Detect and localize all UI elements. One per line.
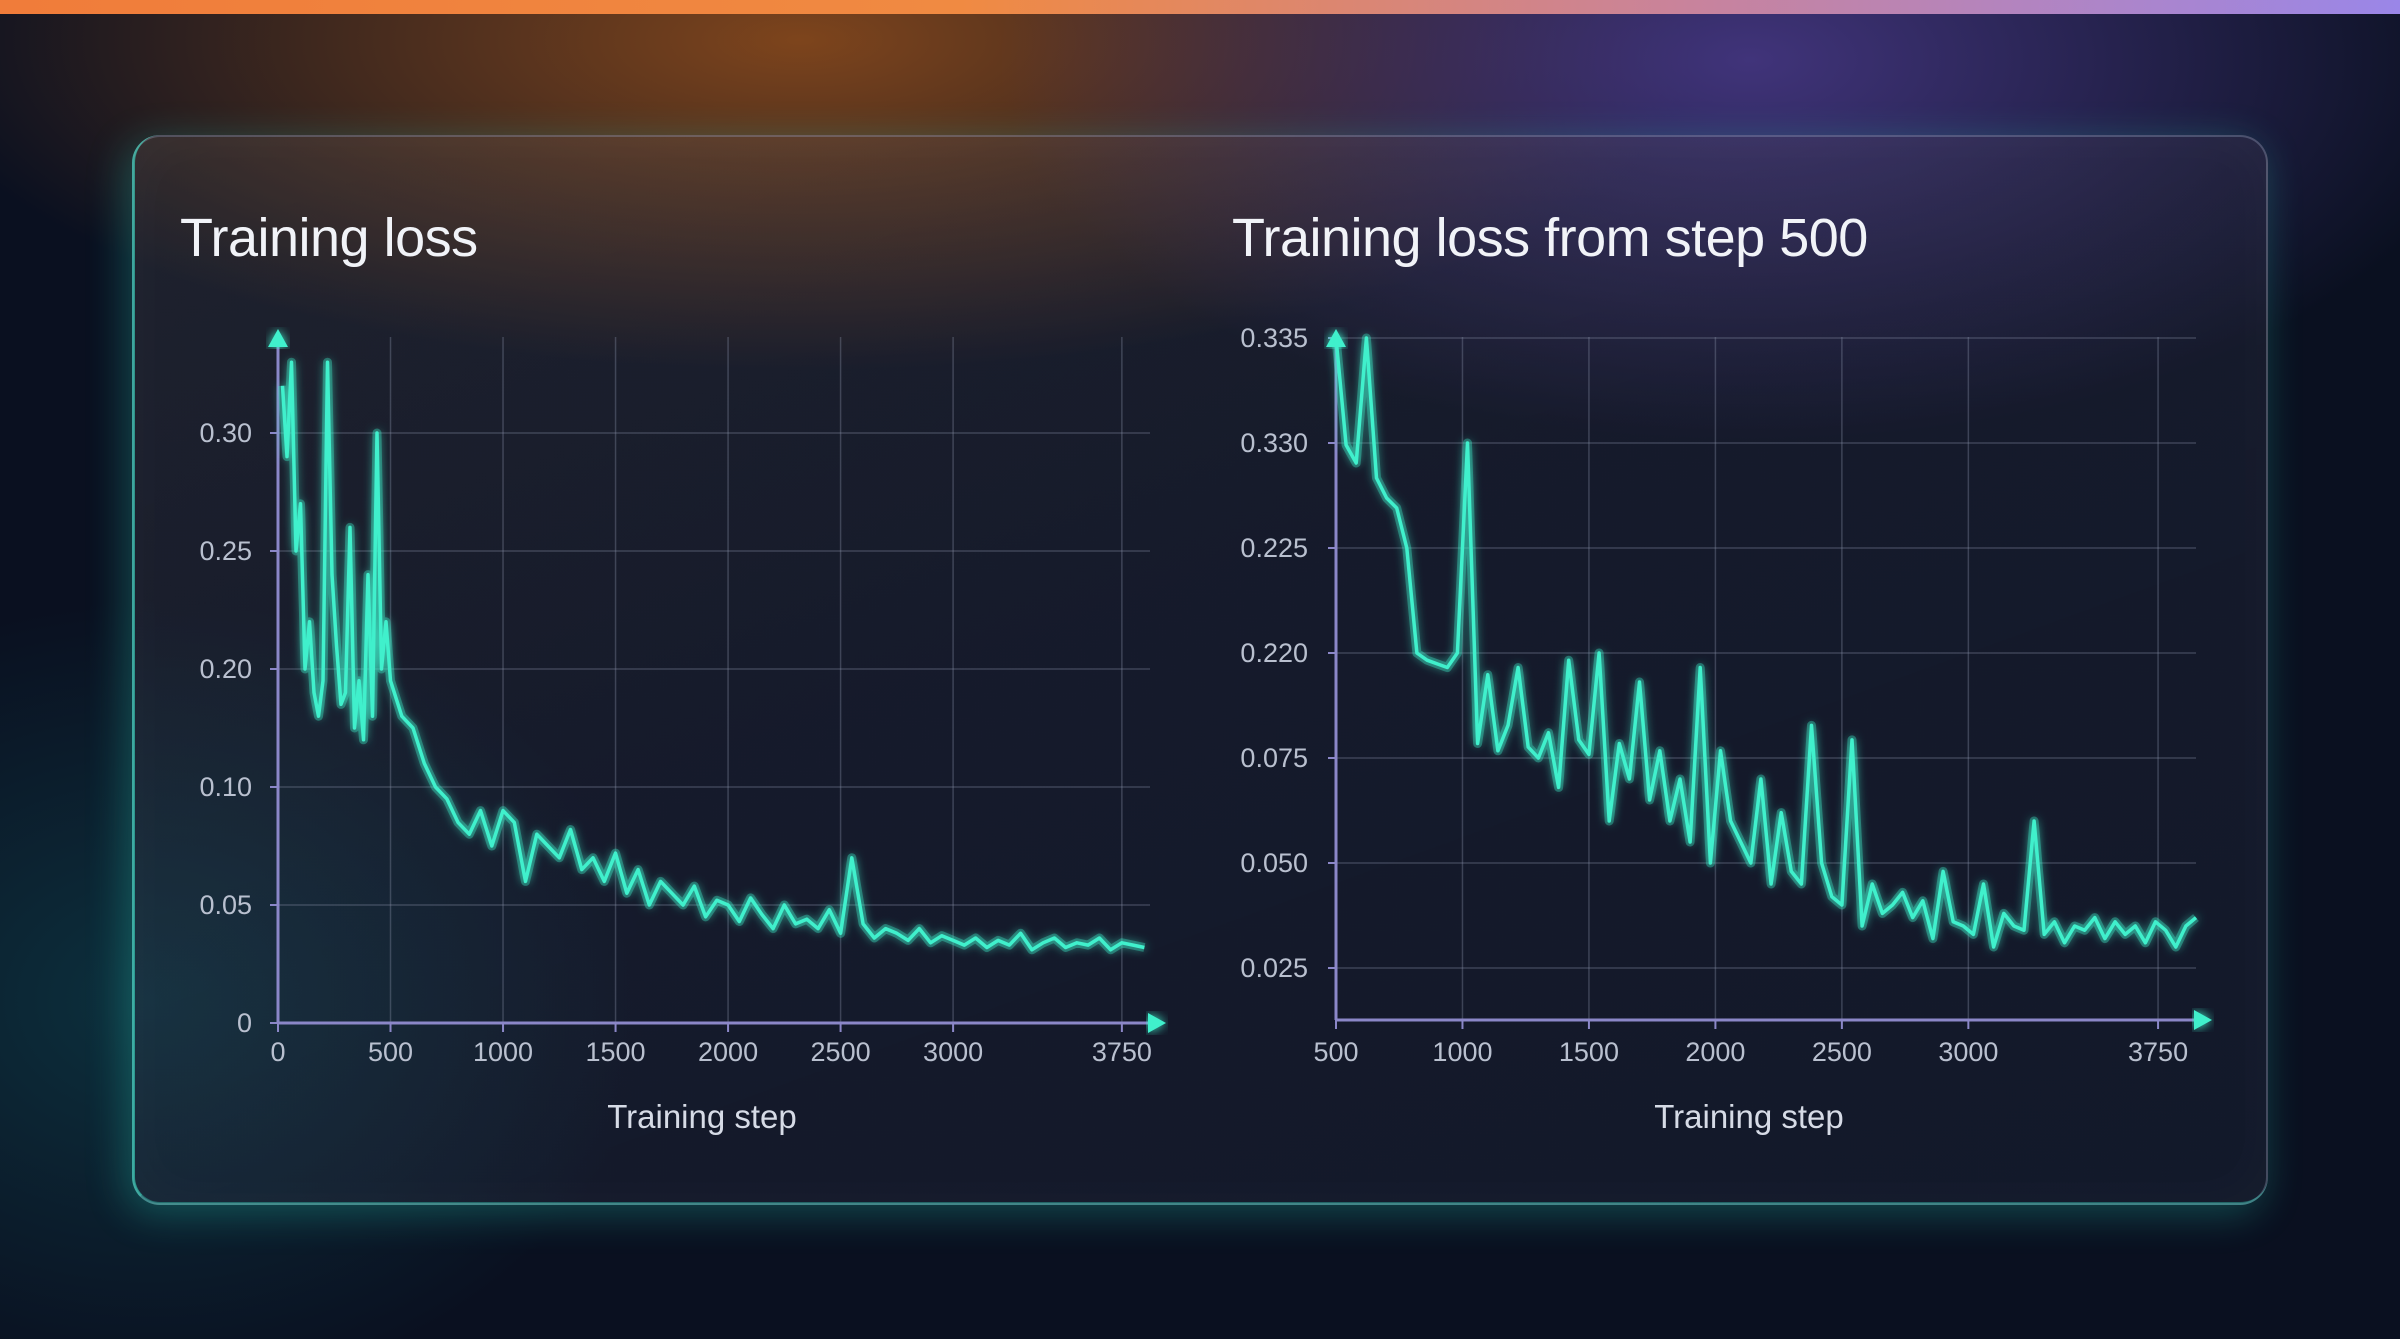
y-axis-arrow-icon <box>268 329 288 347</box>
y-tick-label: 0.220 <box>1240 638 1308 668</box>
series-line-glow <box>278 357 1146 955</box>
x-tick-label: 2500 <box>811 1037 871 1067</box>
top-accent-bar <box>0 0 2400 14</box>
y-tick-label: 0 <box>237 1008 252 1038</box>
chart-title-right: Training loss from step 500 <box>1232 208 1868 268</box>
x-tick-label: 1500 <box>1559 1037 1619 1067</box>
y-tick-label: 0.225 <box>1240 533 1308 563</box>
x-tick-label: 2000 <box>698 1037 758 1067</box>
y-tick-label: 0.05 <box>199 890 252 920</box>
series-line <box>280 360 1145 952</box>
chart-title-left: Training loss <box>180 208 478 268</box>
y-tick-label: 0.25 <box>199 536 252 566</box>
x-tick-label: 1000 <box>473 1037 533 1067</box>
y-tick-label: 0.30 <box>199 418 252 448</box>
chart-right: 0.025 0.050 0.075 0.220 0.225 0.330 0.335 500 10… <box>1240 323 2212 1135</box>
x-axis-arrow-icon <box>2194 1010 2212 1030</box>
series-line <box>1334 336 2198 949</box>
chart-left: 0 0.05 0.10 0.20 0.25 0.30 0 500 1000 1500 2000 250… <box>199 329 1166 1135</box>
chart-panel <box>132 135 2268 1205</box>
x-axis-title: Training step <box>1654 1098 1844 1135</box>
y-tick-label: 0.025 <box>1240 953 1308 983</box>
y-tick-label: 0.050 <box>1240 848 1308 878</box>
x-tick-label: 1000 <box>1432 1037 1492 1067</box>
x-tick-label: 1500 <box>586 1037 646 1067</box>
y-tick-label: 0.20 <box>199 654 252 684</box>
x-tick-label: 3750 <box>2128 1037 2188 1067</box>
y-tick-label: 0.330 <box>1240 428 1308 458</box>
x-tick-label: 2000 <box>1685 1037 1745 1067</box>
x-tick-label: 3750 <box>1092 1037 1152 1067</box>
x-tick-label: 3000 <box>923 1037 983 1067</box>
x-axis-title: Training step <box>607 1098 797 1135</box>
x-axis-arrow-icon <box>1148 1013 1166 1033</box>
series-line-glow <box>1331 333 2199 952</box>
x-tick-label: 2500 <box>1812 1037 1872 1067</box>
y-tick-label: 0.10 <box>199 772 252 802</box>
x-tick-label: 500 <box>1313 1037 1358 1067</box>
y-tick-label: 0.335 <box>1240 323 1308 353</box>
x-tick-label: 500 <box>368 1037 413 1067</box>
x-tick-label: 0 <box>270 1037 285 1067</box>
x-tick-label: 3000 <box>1938 1037 1998 1067</box>
y-tick-label: 0.075 <box>1240 743 1308 773</box>
